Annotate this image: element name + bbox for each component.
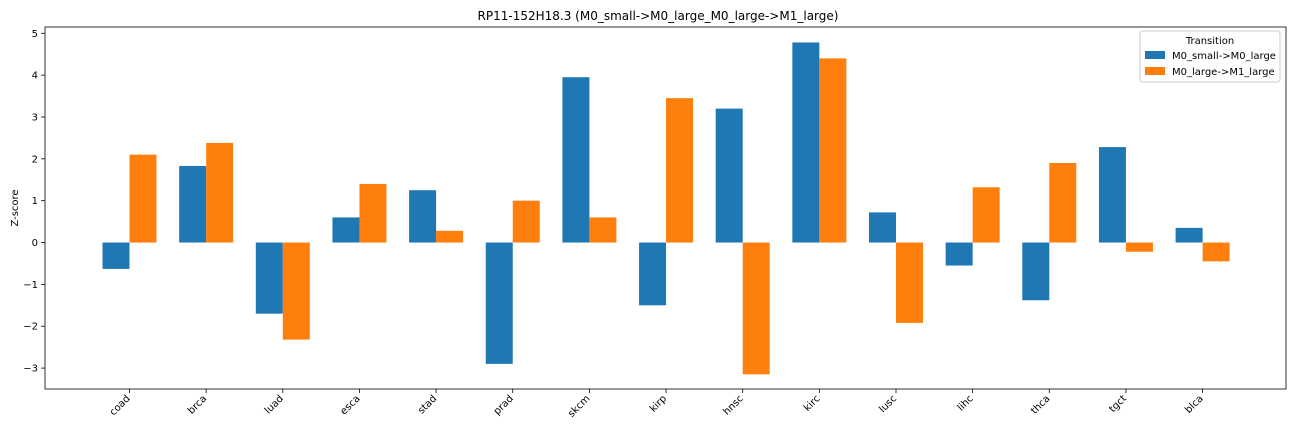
legend-title: Transition — [1185, 36, 1234, 47]
bar-m0large-m1large-blca — [1202, 242, 1230, 262]
bar-m0large-m1large-lusc — [896, 242, 923, 323]
x-tick-label-kirc: kirc — [802, 393, 822, 413]
y-tick-label: −2 — [23, 322, 38, 333]
bar-m0small-m0large-prad — [485, 242, 513, 364]
x-tick-label-lusc: lusc — [877, 393, 899, 415]
legend: Transition M0_small->M0_large M0_large->M1… — [1139, 30, 1281, 83]
legend-label-2: M0_large->M1_large — [1172, 67, 1275, 78]
bar-m0small-m0large-kirp — [639, 242, 667, 306]
bar-m0large-m1large-coad — [129, 154, 157, 243]
x-tick-label-blca: blca — [1183, 393, 1205, 415]
legend-label-1: M0_small->M0_large — [1172, 51, 1276, 62]
bar-m0small-m0large-thca — [1022, 242, 1050, 301]
bar-m0large-m1large-brca — [206, 142, 234, 243]
bar-m0large-m1large-kirc — [819, 58, 847, 243]
x-tick-label-skcm: skcm — [566, 393, 592, 419]
y-axis: −3 −2 −1 0 1 2 3 4 5 — [23, 29, 45, 375]
bar-m0large-m1large-tgct — [1125, 242, 1153, 252]
y-tick-label: −3 — [23, 364, 38, 375]
bar-m0small-m0large-luad — [255, 242, 283, 314]
x-tick-label-stad: stad — [416, 393, 439, 416]
bar-m0small-m0large-tgct — [1098, 147, 1126, 243]
plot-frame — [44, 26, 1287, 390]
y-tick-label: 2 — [32, 154, 38, 165]
bar-m0large-m1large-thca — [1049, 163, 1077, 243]
bar-m0large-m1large-lihc — [972, 187, 1000, 243]
y-tick-label: 4 — [32, 71, 38, 82]
bars-layer — [102, 42, 1230, 375]
bar-m0small-m0large-lusc — [869, 212, 896, 243]
bar-m0large-m1large-prad — [512, 200, 540, 243]
bar-m0small-m0large-brca — [179, 165, 207, 243]
x-tick-label-tgct: tgct — [1107, 393, 1129, 415]
x-tick-label-luad: luad — [263, 393, 286, 416]
legend-swatch-2 — [1145, 67, 1165, 75]
y-tick-label: 5 — [32, 29, 38, 40]
y-tick-label: 0 — [32, 238, 38, 249]
bar-m0small-m0large-coad — [102, 242, 130, 269]
bar-m0small-m0large-kirc — [792, 42, 820, 243]
bar-m0large-m1large-stad — [436, 230, 464, 243]
y-tick-label: 3 — [32, 112, 38, 123]
bar-m0small-m0large-stad — [409, 190, 437, 243]
x-tick-label-esca: esca — [339, 393, 363, 417]
x-tick-label-prad: prad — [492, 393, 516, 417]
x-tick-label-lihc: lihc — [956, 393, 976, 413]
x-tick-label-hnsc: hnsc — [722, 393, 746, 417]
bar-m0large-m1large-esca — [359, 183, 387, 243]
bar-m0small-m0large-hnsc — [715, 108, 743, 243]
x-tick-label-coad: coad — [108, 393, 133, 418]
x-tick-label-kirp: kirp — [648, 393, 669, 414]
x-axis: coad brca luad esca stad prad skcm kirp hnsc kirc… — [108, 389, 1206, 420]
chart-title: RP11-152H18.3 (M0_small->M0_large_M0_lar… — [478, 9, 839, 23]
bar-m0large-m1large-hnsc — [742, 242, 770, 375]
bar-m0large-m1large-luad — [282, 242, 310, 340]
legend-swatch-1 — [1145, 51, 1165, 59]
legend-box — [1139, 30, 1281, 83]
bar-m0small-m0large-blca — [1175, 227, 1203, 243]
y-tick-label: −1 — [23, 280, 38, 291]
x-tick-label-thca: thca — [1029, 393, 1052, 416]
y-tick-label: 1 — [32, 196, 38, 207]
bar-m0large-m1large-skcm — [589, 217, 617, 243]
bar-m0small-m0large-skcm — [562, 77, 590, 243]
bar-m0small-m0large-esca — [332, 217, 360, 243]
bar-m0small-m0large-lihc — [945, 242, 973, 266]
x-tick-label-brca: brca — [186, 393, 209, 416]
bar-m0large-m1large-kirp — [666, 98, 694, 243]
y-axis-label: Z-score — [10, 189, 21, 226]
